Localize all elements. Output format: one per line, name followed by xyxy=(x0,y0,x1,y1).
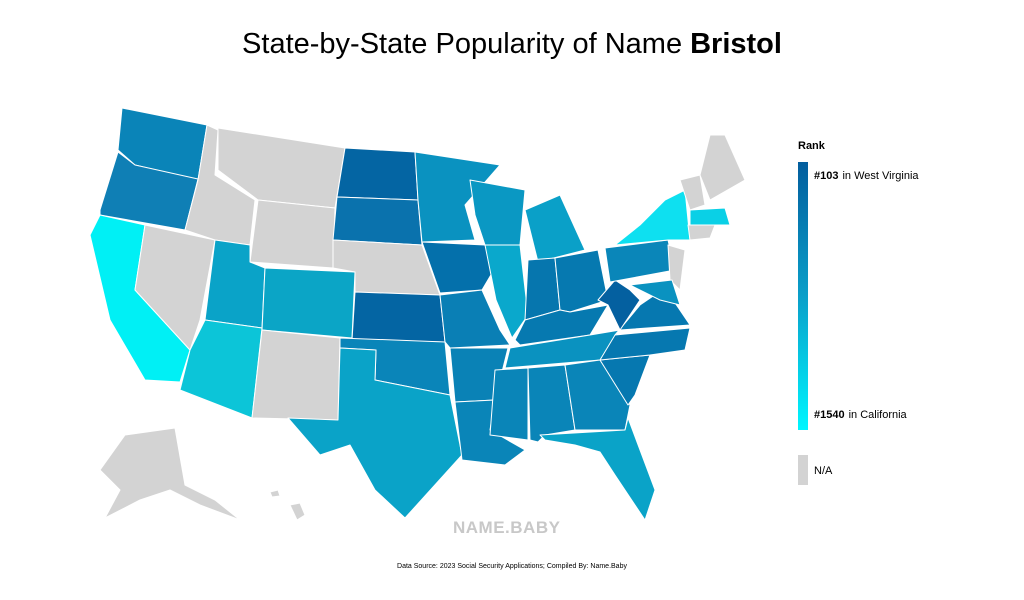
source: Data Source: 2023 Social Security Applic… xyxy=(397,563,627,570)
state xyxy=(261,267,356,339)
state xyxy=(99,427,241,521)
title-name: Bristol xyxy=(690,28,782,60)
legend-na-swatch xyxy=(798,455,808,485)
state xyxy=(599,327,691,361)
state xyxy=(134,224,216,351)
state xyxy=(554,249,609,313)
state xyxy=(332,196,423,246)
legend-title: Rank xyxy=(798,140,825,152)
state xyxy=(251,329,341,421)
state xyxy=(614,189,691,246)
legend-top: #103 in West Virginia xyxy=(814,170,919,182)
state xyxy=(351,291,446,343)
state xyxy=(514,304,609,346)
state xyxy=(667,244,686,291)
state xyxy=(287,347,463,519)
title-text: State-by-State Popularity of Name xyxy=(242,28,683,60)
state xyxy=(269,489,281,498)
state xyxy=(687,224,716,241)
state xyxy=(289,502,306,521)
legend-bottom-state: in California xyxy=(848,409,907,421)
legend-top-rank: #103 xyxy=(814,170,839,182)
state xyxy=(421,241,496,294)
legend-bottom-rank: #1540 xyxy=(814,409,845,421)
legend-bottom: #1540 in California xyxy=(814,409,907,421)
state xyxy=(699,134,746,201)
state xyxy=(489,367,529,441)
state xyxy=(249,199,336,269)
state xyxy=(604,239,676,283)
state xyxy=(484,244,529,339)
state xyxy=(469,179,526,246)
state xyxy=(629,279,681,306)
states xyxy=(89,107,746,521)
state xyxy=(689,207,731,226)
state xyxy=(679,174,706,211)
state xyxy=(179,319,263,419)
watermark: NAME.BABY xyxy=(453,518,561,537)
title: State-by-State Popularity of Name Bristol xyxy=(0,28,1024,61)
state xyxy=(336,147,419,201)
state xyxy=(524,194,586,263)
state xyxy=(439,289,511,349)
legend-gradient xyxy=(798,162,808,430)
legend-na: N/A xyxy=(814,465,833,477)
state xyxy=(524,257,561,321)
legend-top-state: in West Virginia xyxy=(842,170,919,182)
state xyxy=(414,151,501,243)
state xyxy=(539,417,656,521)
state xyxy=(564,359,631,431)
